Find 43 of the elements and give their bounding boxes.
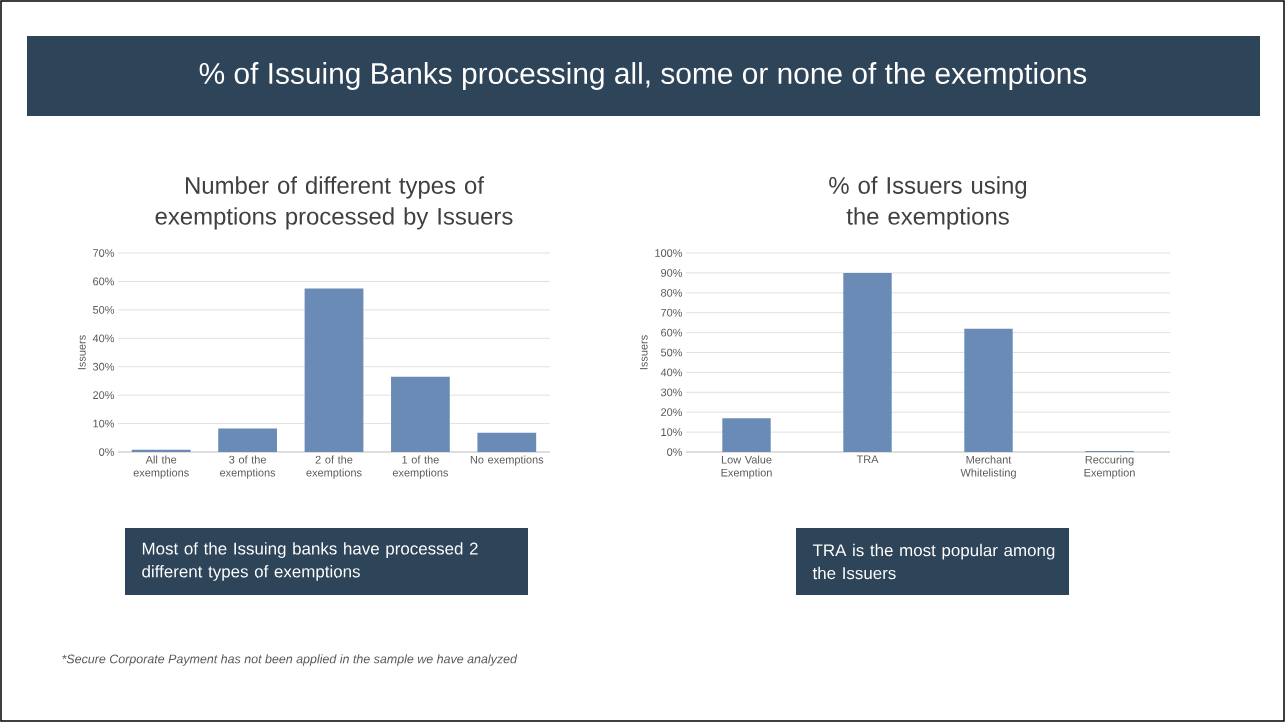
y-tick-label: 50% — [92, 306, 115, 314]
x-tick-label: No exemptions — [470, 455, 544, 466]
x-tick-label: 3 of the exemptions — [220, 455, 276, 479]
y-axis-title: Issuers — [78, 335, 86, 370]
y-tick-label: 20% — [661, 408, 683, 417]
x-tick-label: Merchant Whitelisting — [960, 455, 1016, 479]
bar — [964, 328, 1013, 453]
y-tick-label: 0% — [99, 448, 115, 456]
y-tick-label: 50% — [660, 348, 683, 357]
y-tick-label: 30% — [660, 388, 683, 397]
y-tick-label: 100% — [655, 249, 683, 257]
x-tick-label: 1 of the exemptions — [392, 455, 449, 479]
bar — [391, 376, 450, 453]
bar — [843, 272, 892, 453]
y-tick-label: 30% — [92, 362, 115, 371]
y-tick-label: 20% — [93, 391, 115, 400]
y-tick-label: 0% — [667, 448, 683, 456]
y-tick-label: 80% — [661, 288, 683, 297]
x-tick-label: All the exemptions — [133, 455, 189, 479]
chart-title: Number of different types of exemptions processed by Issuers — [155, 176, 513, 230]
text: TRA is the most popular among the Issuers — [812, 543, 1055, 580]
y-axis-title: Issuers — [639, 335, 648, 370]
text: % of Issuing Banks processing all, some or none of the exemptions — [199, 62, 1087, 90]
bar — [477, 432, 537, 453]
text: *Secure Corporate Payment has not been applied in the sample we have analyzed — [62, 654, 518, 666]
text: Most of the Issuing banks have processed 2 different types of exemptions — [142, 542, 478, 581]
y-tick-label: 60% — [661, 328, 683, 337]
bar — [218, 428, 277, 453]
bar — [722, 418, 771, 453]
chart-title: % of Issuers using the exemptions — [829, 176, 1027, 230]
y-tick-label: 70% — [93, 249, 115, 257]
y-tick-label: 10% — [93, 419, 115, 428]
x-tick-label: 2 of the exemptions — [306, 455, 362, 479]
y-tick-label: 60% — [93, 277, 115, 286]
y-tick-label: 90% — [661, 269, 683, 277]
bar — [304, 288, 364, 453]
y-tick-label: 40% — [660, 368, 683, 377]
y-tick-label: 40% — [92, 334, 115, 343]
x-tick-label: Reccuring Exemption — [1084, 455, 1135, 479]
y-tick-label: 70% — [661, 308, 683, 317]
y-tick-label: 10% — [661, 428, 683, 436]
x-tick-label: Low Value Exemption — [721, 455, 772, 479]
x-tick-label: TRA — [856, 455, 879, 464]
